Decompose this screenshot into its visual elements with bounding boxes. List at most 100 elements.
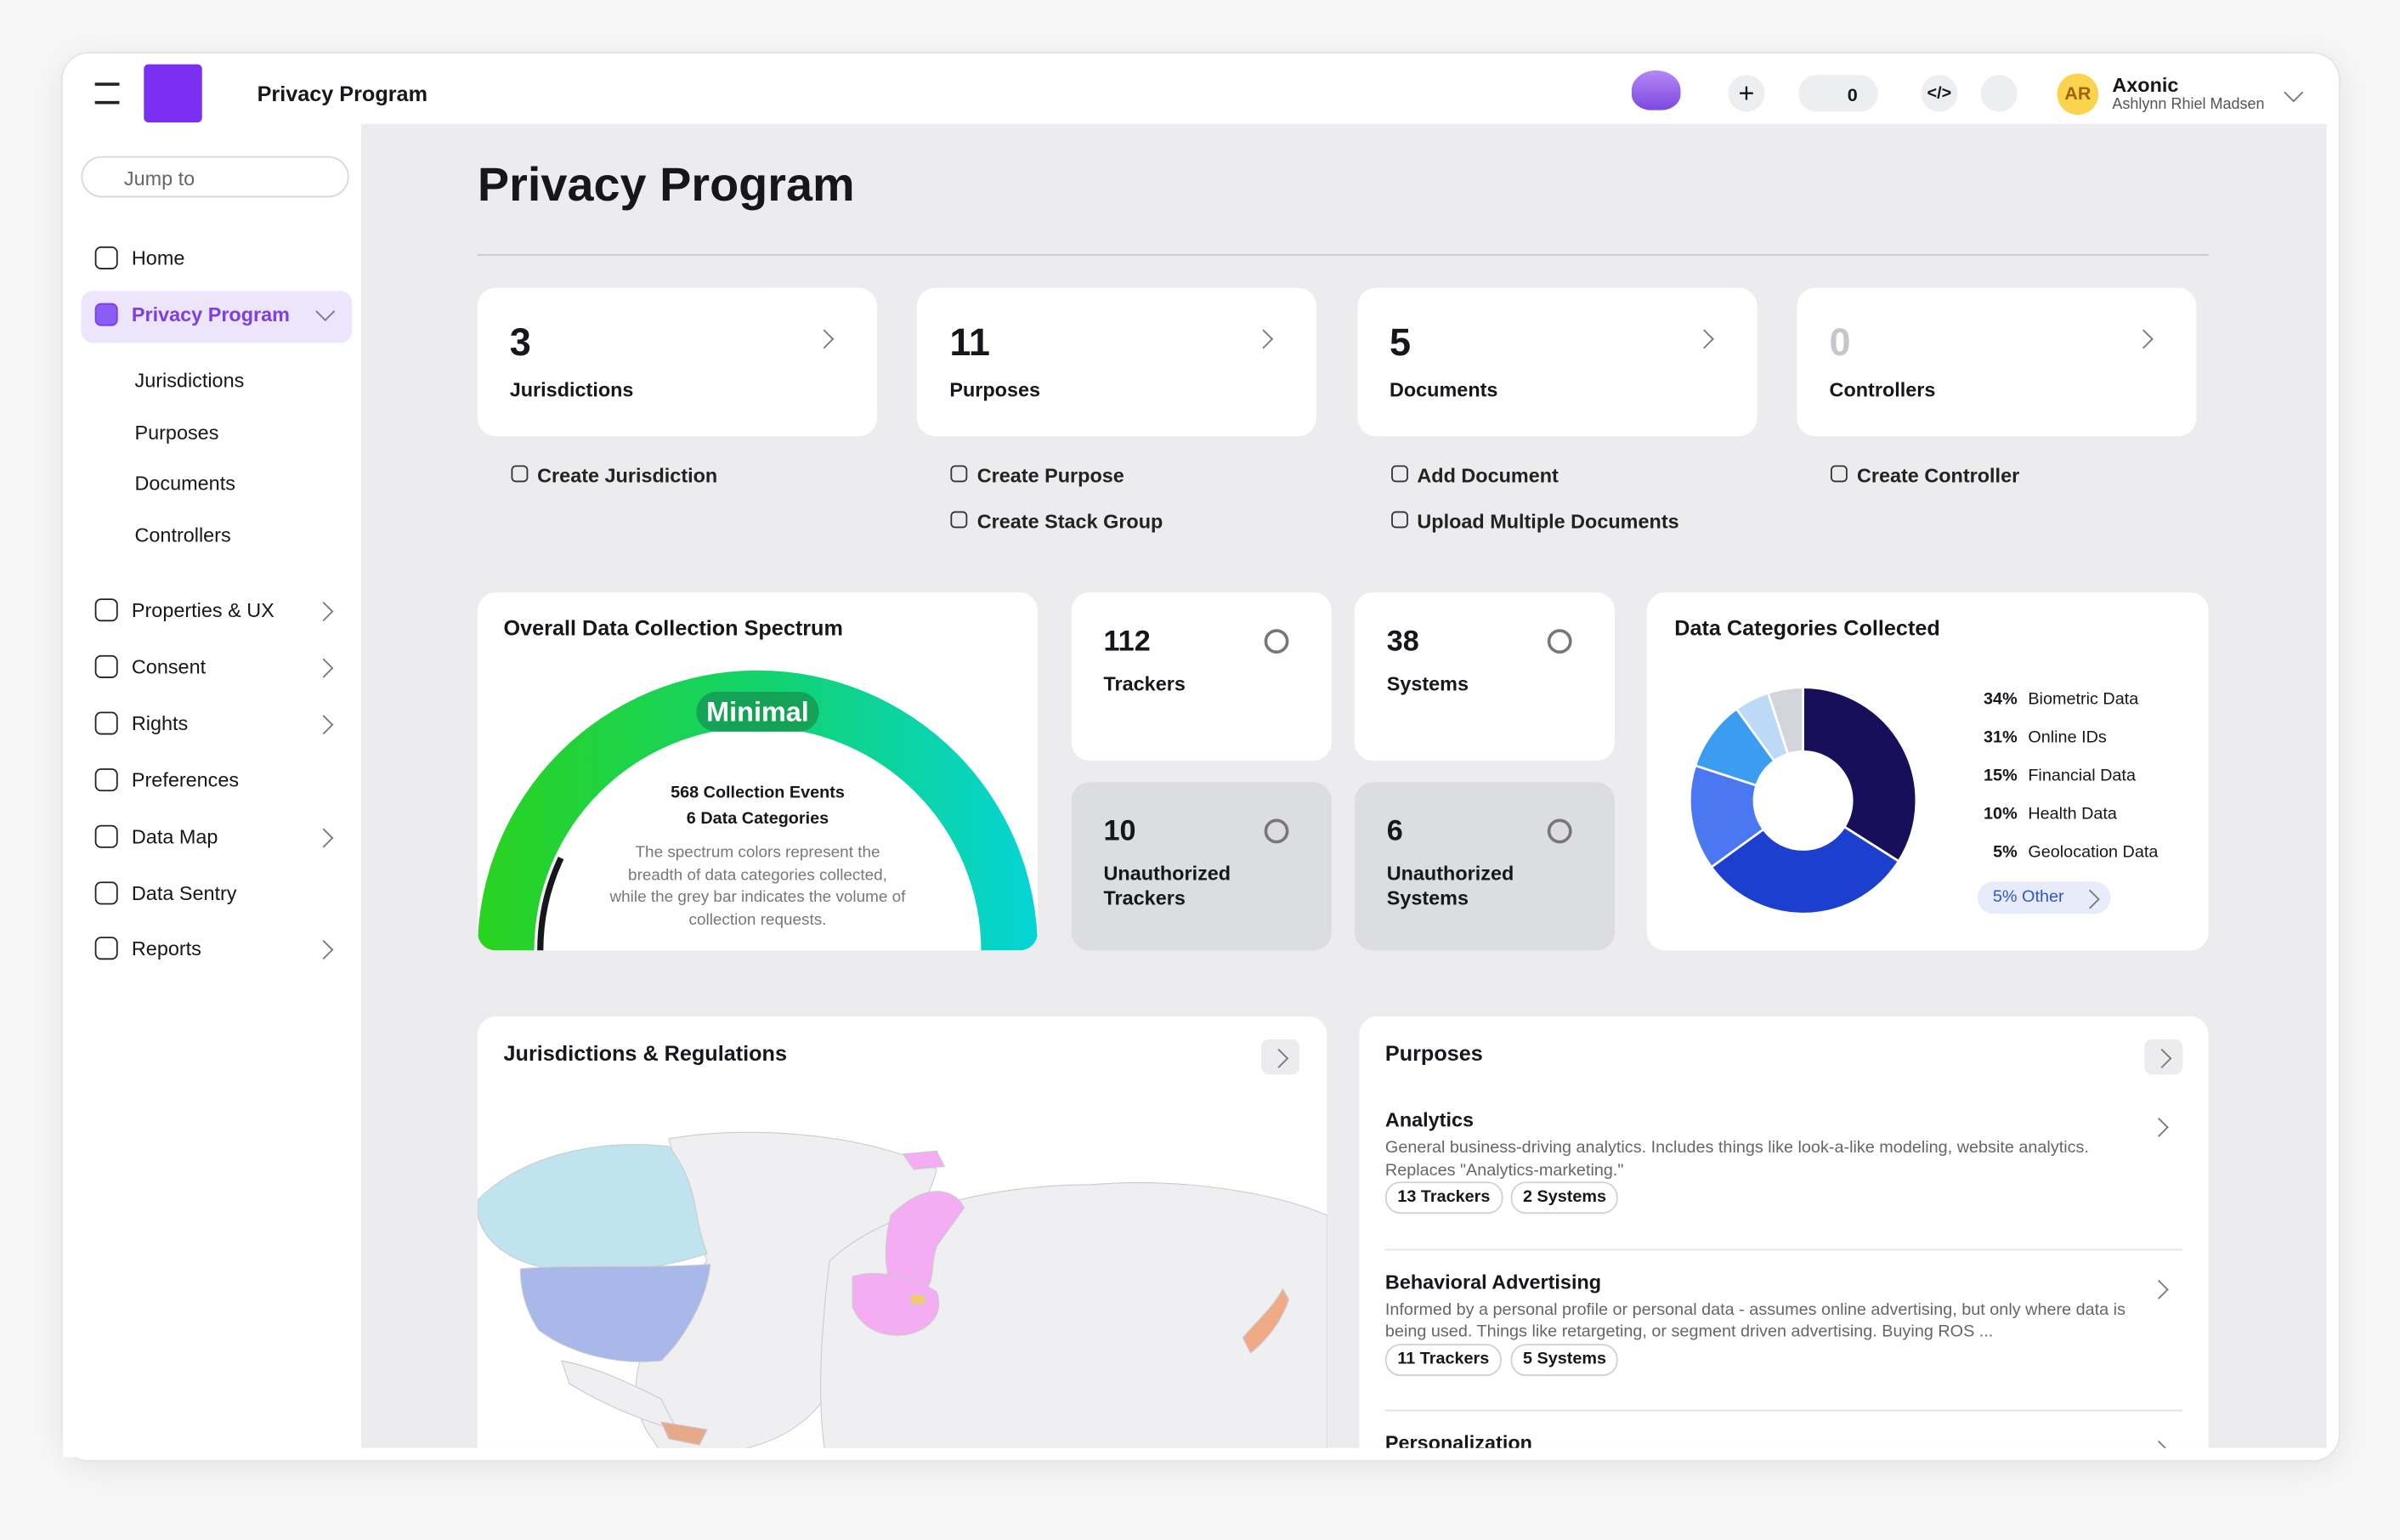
stat-card[interactable]: 112 Trackers [1071, 592, 1332, 762]
action-link[interactable]: Create Stack Group [976, 509, 1163, 533]
action-icon[interactable] [511, 465, 529, 483]
nav-chevron[interactable] [314, 940, 334, 960]
purpose-tag[interactable]: 5 Systems [1510, 1343, 1619, 1376]
action-link[interactable]: Create Purpose [976, 463, 1124, 487]
nav-item[interactable]: Data Map [131, 824, 218, 848]
nav-chevron[interactable] [314, 715, 334, 735]
nav-icon[interactable] [94, 246, 118, 269]
nav-item[interactable]: Data Sentry [131, 881, 237, 905]
stat-icon [1547, 629, 1572, 654]
south-america [660, 1421, 708, 1446]
stat-icon [1264, 629, 1289, 654]
action-icon[interactable] [951, 511, 968, 529]
purpose-chevron[interactable] [2148, 1117, 2169, 1137]
legend-label: Online IDs [2028, 728, 2107, 747]
purpose-name[interactable]: Personalization [1384, 1430, 1532, 1448]
nav-subitem[interactable]: Controllers [134, 524, 231, 547]
action-icon[interactable] [1390, 465, 1408, 483]
nav-icon[interactable] [94, 303, 118, 326]
action-icon[interactable] [1390, 511, 1408, 529]
summary-card[interactable]: 5 Documents [1357, 287, 1758, 437]
stat-label: Trackers [1103, 671, 1186, 695]
legend-label: Geolocation Data [2028, 843, 2159, 862]
nav-chevron[interactable] [314, 602, 334, 621]
categories: 6 Data Categories [686, 809, 829, 829]
summary-card[interactable]: 0 Controllers [1797, 287, 2197, 437]
purpose-name[interactable]: Behavioral Advertising [1384, 1269, 1602, 1293]
summary-label: Purposes [949, 377, 1041, 401]
action-link[interactable]: Add Document [1417, 463, 1559, 487]
nav-icon[interactable] [94, 937, 118, 960]
nav-icon[interactable] [94, 824, 118, 848]
nav-icon[interactable] [94, 768, 118, 792]
panel-open-button[interactable] [2144, 1039, 2183, 1075]
menu-button[interactable] [94, 82, 120, 105]
card-chevron[interactable] [1254, 329, 1274, 349]
action-link[interactable]: Upload Multiple Documents [1417, 509, 1679, 533]
jurisdictions-panel: Jurisdictions & Regulations [477, 1016, 1327, 1448]
card-chevron[interactable] [1694, 329, 1714, 349]
nav-active-bg [81, 291, 353, 343]
purpose-divider [1384, 1409, 2183, 1412]
spectrum-title: Overall Data Collection Spectrum [503, 615, 843, 640]
avatar[interactable]: AR [2057, 73, 2099, 116]
gauge-arc [477, 670, 1039, 951]
nav-icon[interactable] [94, 881, 118, 905]
nav-icon[interactable] [94, 654, 118, 678]
stat-count: 112 [1103, 626, 1151, 659]
purpose-tag[interactable]: 13 Trackers [1384, 1181, 1503, 1214]
nav-subitem[interactable]: Documents [134, 472, 235, 495]
stat-label: Unauthorized Systems [1386, 861, 1514, 909]
mascot[interactable] [1631, 70, 1681, 110]
other-label[interactable]: 5% Other [1992, 887, 2064, 907]
categories-card: Data Categories Collected 34% Biometric Da… [1646, 592, 2209, 951]
nav-item[interactable]: Privacy Program [131, 303, 291, 326]
action-link[interactable]: Create Jurisdiction [537, 463, 718, 487]
purpose-tag[interactable]: 11 Trackers [1384, 1343, 1502, 1376]
legend-value: 10% [1984, 805, 2018, 824]
add-button[interactable]: + [1728, 75, 1765, 112]
japan [1242, 1288, 1290, 1354]
nav-chevron[interactable] [314, 828, 334, 848]
purpose-chevron[interactable] [2148, 1440, 2169, 1448]
summary-card[interactable]: 3 Jurisdictions [477, 287, 877, 437]
stat-card[interactable]: 10 Unauthorized Trackers [1071, 782, 1332, 951]
purpose-chevron[interactable] [2148, 1278, 2169, 1299]
action-link[interactable]: Create Controller [1856, 463, 2020, 487]
panel-open-button[interactable] [1261, 1039, 1300, 1075]
purpose-name[interactable]: Analytics [1384, 1107, 1475, 1131]
summary-card[interactable]: 11 Purposes [917, 287, 1317, 437]
stat-label: Systems [1386, 671, 1469, 695]
logo[interactable] [144, 64, 202, 123]
main: Privacy Program 3 Jurisdictions Create Jur… [361, 123, 2327, 1448]
settings-button[interactable] [1980, 75, 2018, 112]
level-badge: Minimal [696, 692, 819, 732]
search-box[interactable] [81, 156, 349, 198]
comments-button[interactable] [1798, 75, 1878, 112]
card-chevron[interactable] [814, 329, 835, 349]
purpose-divider [1384, 1248, 2183, 1250]
purpose-tag[interactable]: 2 Systems [1510, 1181, 1619, 1214]
donut-slice [1688, 764, 1765, 869]
action-icon[interactable] [1831, 465, 1848, 483]
nav-item[interactable]: Rights [131, 711, 189, 735]
stat-card[interactable]: 38 Systems [1354, 592, 1616, 762]
other-button[interactable] [1977, 881, 2111, 914]
donut-slice [1802, 686, 1918, 863]
nav-subitem[interactable]: Jurisdictions [134, 369, 245, 393]
nav-item[interactable]: Properties & UX [131, 598, 275, 622]
scandinavia [885, 1191, 965, 1300]
nav-item[interactable]: Preferences [131, 768, 240, 792]
nav-icon[interactable] [94, 598, 118, 622]
action-icon[interactable] [951, 465, 968, 483]
nav-subitem[interactable]: Purposes [134, 420, 219, 444]
nav-item[interactable]: Consent [131, 654, 207, 678]
nav-item[interactable]: Home [131, 246, 185, 269]
nav-icon[interactable] [94, 711, 118, 735]
card-chevron[interactable] [2134, 329, 2154, 349]
nav-chevron[interactable] [314, 658, 334, 678]
code-button[interactable]: </> [1921, 75, 1958, 112]
categories-title: Data Categories Collected [1674, 615, 1940, 640]
stat-card[interactable]: 6 Unauthorized Systems [1354, 782, 1616, 951]
nav-item[interactable]: Reports [131, 937, 201, 960]
